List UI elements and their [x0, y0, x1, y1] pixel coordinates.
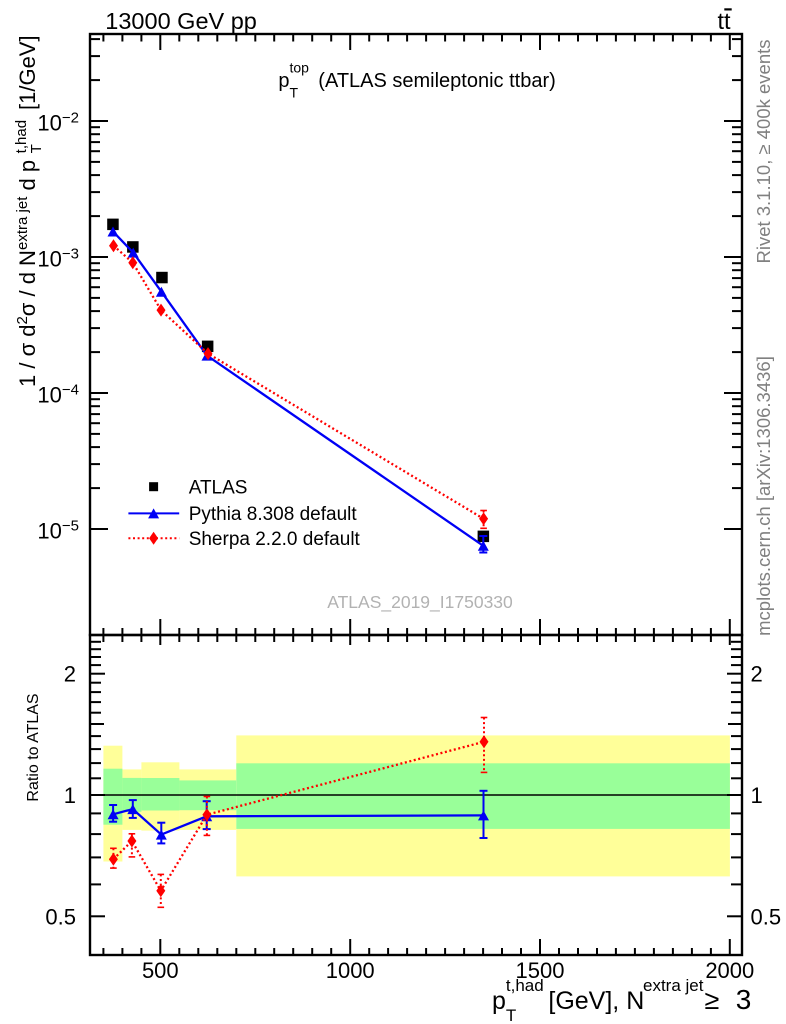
svg-text:500: 500	[142, 958, 179, 983]
svg-text:1500: 1500	[516, 958, 565, 983]
svg-text:1 / σ d: 1 / σ d	[15, 325, 40, 388]
svg-text:ATLAS_2019_I1750330: ATLAS_2019_I1750330	[327, 592, 513, 613]
svg-text:t,had: t,had	[13, 120, 30, 153]
svg-text:σ / d N: σ / d N	[15, 250, 40, 316]
svg-text:10−5: 10−5	[37, 518, 79, 544]
svg-text:mcplots.cern.ch [arXiv:1306.34: mcplots.cern.ch [arXiv:1306.3436]	[753, 356, 774, 636]
svg-text:top: top	[290, 60, 310, 76]
svg-text:(ATLAS semileptonic ttbar): (ATLAS semileptonic ttbar)	[318, 70, 556, 92]
svg-text:p: p	[492, 987, 506, 1015]
svg-text:2: 2	[751, 662, 763, 687]
svg-text:T: T	[290, 85, 299, 101]
svg-text:1000: 1000	[326, 958, 375, 983]
svg-text:d p: d p	[15, 160, 40, 191]
svg-text:[1/GeV]: [1/GeV]	[15, 35, 40, 110]
svg-text:[GeV], N: [GeV], N	[548, 987, 644, 1015]
svg-text:2: 2	[14, 316, 31, 324]
svg-text:extra jet: extra jet	[643, 976, 704, 995]
svg-text:T: T	[506, 1006, 516, 1024]
svg-text:3: 3	[736, 984, 752, 1015]
svg-text:p: p	[278, 70, 289, 92]
svg-text:2000: 2000	[705, 958, 754, 983]
svg-text:1: 1	[64, 783, 76, 808]
svg-text:extra jet: extra jet	[14, 196, 31, 250]
svg-text:2: 2	[64, 662, 76, 687]
svg-text:Ratio to ATLAS: Ratio to ATLAS	[25, 693, 42, 801]
svg-text:1: 1	[751, 783, 763, 808]
svg-text:13000 GeV pp: 13000 GeV pp	[105, 8, 257, 34]
svg-text:ATLAS: ATLAS	[189, 478, 248, 499]
svg-text:Pythia 8.308 default: Pythia 8.308 default	[189, 504, 358, 525]
svg-text:tt: tt	[718, 8, 732, 34]
svg-text:0.5: 0.5	[751, 904, 782, 929]
svg-text:Sherpa 2.2.0 default: Sherpa 2.2.0 default	[189, 529, 361, 550]
svg-text:t,had: t,had	[506, 976, 544, 995]
svg-text:T: T	[28, 144, 45, 153]
svg-text:Rivet 3.1.10, ≥ 400k events: Rivet 3.1.10, ≥ 400k events	[753, 39, 774, 263]
svg-text:≥: ≥	[705, 985, 720, 1015]
svg-text:0.5: 0.5	[45, 904, 76, 929]
